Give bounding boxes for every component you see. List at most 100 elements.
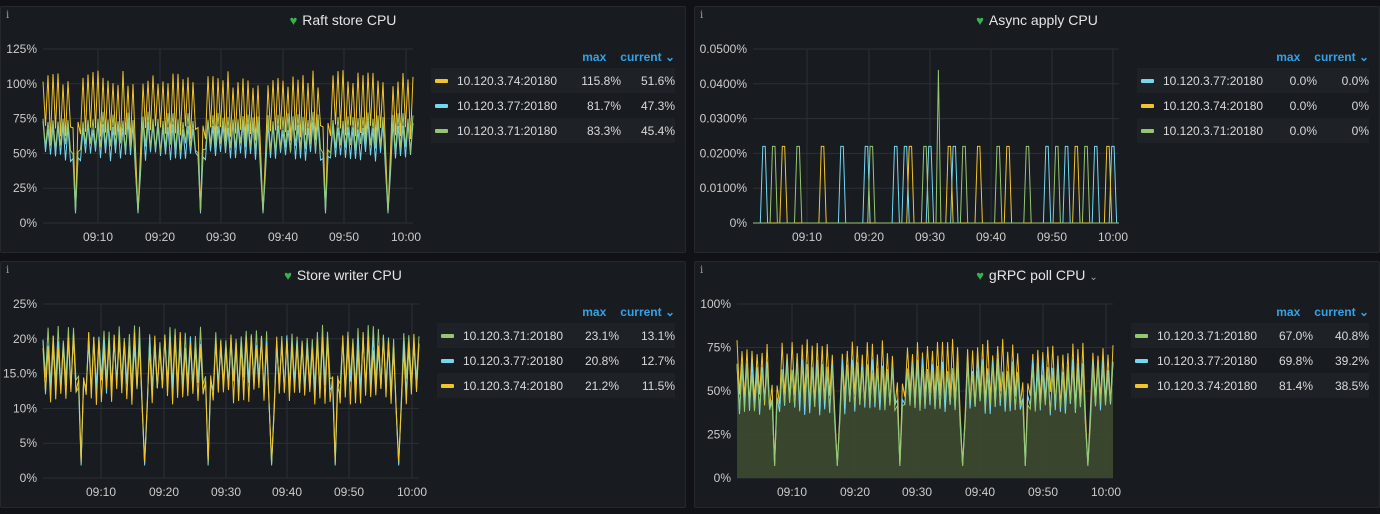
legend-sort-current[interactable]: current ⌄ xyxy=(620,50,675,64)
legend-item[interactable]: 10.120.3.77:20180 69.8% 39.2% xyxy=(1131,348,1369,373)
x-tick-label: 09:30 xyxy=(211,485,241,499)
x-tick-label: 09:20 xyxy=(854,230,884,244)
graph-area[interactable]: 0% 5% 10% 15.0% 20% 25% 09:10 09:20 09:30 09:40 09… xyxy=(1,262,687,509)
panel-title[interactable]: ♥ gRPC poll CPU ⌄ xyxy=(976,267,1098,283)
heart-icon: ♥ xyxy=(976,268,984,283)
legend-item[interactable]: 10.120.3.71:20180 67.0% 40.8% xyxy=(1131,323,1369,348)
legend-item[interactable]: 10.120.3.71:20180 83.3% 45.4% xyxy=(431,118,675,143)
series-swatch xyxy=(1141,78,1154,83)
y-tick-label: 25% xyxy=(13,297,37,311)
legend: max current ⌄ 10.120.3.71:20180 67.0% 40.8%… xyxy=(1131,301,1369,398)
y-tick-label: 10% xyxy=(13,401,37,415)
series-line-71 xyxy=(42,111,414,212)
x-tick-label: 10:00 xyxy=(1091,485,1121,499)
legend-item[interactable]: 10.120.3.71:20180 23.1% 13.1% xyxy=(437,323,675,348)
heart-icon: ♥ xyxy=(289,13,298,28)
legend-item[interactable]: 10.120.3.74:20180 21.2% 11.5% xyxy=(437,373,675,398)
y-tick-label: 0% xyxy=(714,471,732,485)
y-tick-label: 25% xyxy=(707,428,731,442)
x-tick-label: 09:50 xyxy=(334,485,364,499)
legend-item[interactable]: 10.120.3.77:20180 81.7% 47.3% xyxy=(431,93,675,118)
series-swatch xyxy=(441,358,454,363)
heart-icon: ♥ xyxy=(976,13,984,28)
legend: max current ⌄ 10.120.3.71:20180 23.1% 13.1%… xyxy=(437,301,675,398)
legend-sort-max[interactable]: max xyxy=(582,305,607,319)
x-tick-label: 09:40 xyxy=(965,485,995,499)
graph-area[interactable]: 0% 25% 50% 75% 100% 125% 09:10 09:20 09:30 09:40 0… xyxy=(1,7,687,254)
y-tick-label: 50% xyxy=(707,384,731,398)
y-tick-label: 0.0300% xyxy=(700,112,748,126)
y-tick-label: 50% xyxy=(13,146,37,160)
x-tick-label: 09:50 xyxy=(1037,230,1067,244)
panel-title[interactable]: ♥ Store writer CPU xyxy=(284,267,402,283)
legend-item[interactable]: 10.120.3.71:20180 0.0% 0% xyxy=(1137,118,1369,143)
legend-item[interactable]: 10.120.3.74:20180 0.0% 0% xyxy=(1137,93,1369,118)
legend-item[interactable]: 10.120.3.77:20180 20.8% 12.7% xyxy=(437,348,675,373)
y-tick-label: 5% xyxy=(20,436,38,450)
panel-raft-store-cpu: i ♥ Raft store CPU 0% 25% 50% 75% 100% 125% 09:… xyxy=(0,6,686,253)
legend-item[interactable]: 10.120.3.74:20180 115.8% 51.6% xyxy=(431,68,675,93)
series-line-71 xyxy=(753,69,1119,224)
x-tick-label: 09:50 xyxy=(329,230,359,244)
x-tick-label: 10:00 xyxy=(397,485,427,499)
y-tick-label: 125% xyxy=(6,42,37,56)
y-tick-label: 0% xyxy=(20,471,38,485)
legend-rows: 10.120.3.74:20180 115.8% 51.6% 10.120.3.77… xyxy=(431,68,675,143)
x-tick-label: 09:40 xyxy=(976,230,1006,244)
panel-store-writer-cpu: i ♥ Store writer CPU 0% 5% 10% 15.0% 20% 25% 09… xyxy=(0,261,686,508)
y-tick-label: 20% xyxy=(13,332,37,346)
x-tick-label: 09:20 xyxy=(840,485,870,499)
legend-sort-max[interactable]: max xyxy=(1276,50,1301,64)
legend-sort-max[interactable]: max xyxy=(582,50,607,64)
y-tick-label: 0% xyxy=(20,216,38,230)
y-tick-label: 100% xyxy=(700,297,731,311)
x-tick-label: 09:40 xyxy=(268,230,298,244)
y-tick-label: 0.0200% xyxy=(700,146,748,160)
x-tick-label: 09:30 xyxy=(206,230,236,244)
chevron-down-icon[interactable]: ⌄ xyxy=(1089,272,1098,283)
graph-area[interactable]: 0% 0.0100% 0.0200% 0.0300% 0.0400% 0.0500% 09:… xyxy=(695,7,1380,254)
series-swatch xyxy=(1135,333,1148,338)
legend-sort-max[interactable]: max xyxy=(1276,305,1301,319)
legend-sort-current[interactable]: current ⌄ xyxy=(620,305,675,319)
x-tick-label: 10:00 xyxy=(1098,230,1128,244)
series-line-77 xyxy=(42,120,414,214)
legend-rows: 10.120.3.71:20180 23.1% 13.1% 10.120.3.77:… xyxy=(437,323,675,398)
series-line-74 xyxy=(42,70,414,212)
panel-title[interactable]: ♥ Async apply CPU xyxy=(976,12,1098,28)
graph-area[interactable]: 0% 25% 50% 75% 100% 09:10 09:20 09:30 09:40 09:50… xyxy=(695,262,1380,509)
x-tick-label: 09:10 xyxy=(83,230,113,244)
y-tick-label: 0.0400% xyxy=(700,77,748,91)
series-line-74 xyxy=(42,331,420,463)
legend: max current ⌄ 10.120.3.74:20180 115.8% 51.6… xyxy=(431,46,675,143)
x-tick-label: 09:30 xyxy=(915,230,945,244)
legend-sort-current[interactable]: current ⌄ xyxy=(1314,50,1369,64)
panel-grpc-poll-cpu: i ♥ gRPC poll CPU ⌄ 0% 25% 50% 75% 100% 09:10 09… xyxy=(694,261,1380,508)
x-tick-label: 09:20 xyxy=(149,485,179,499)
legend-item[interactable]: 10.120.3.77:20180 0.0% 0.0% xyxy=(1137,68,1369,93)
series-swatch xyxy=(1135,358,1148,363)
legend: max current ⌄ 10.120.3.77:20180 0.0% 0.0% 1… xyxy=(1137,46,1369,143)
legend-rows: 10.120.3.77:20180 0.0% 0.0% 10.120.3.74:20… xyxy=(1137,68,1369,143)
info-icon[interactable]: i xyxy=(6,265,10,276)
y-tick-label: 15.0% xyxy=(3,367,37,381)
x-tick-label: 09:40 xyxy=(272,485,302,499)
legend-item[interactable]: 10.120.3.74:20180 81.4% 38.5% xyxy=(1131,373,1369,398)
x-tick-label: 09:50 xyxy=(1028,485,1058,499)
info-icon[interactable]: i xyxy=(700,10,704,21)
series-line-77 xyxy=(736,358,1114,466)
x-tick-label: 09:20 xyxy=(145,230,175,244)
legend-sort-current[interactable]: current ⌄ xyxy=(1314,305,1369,319)
series-line-71 xyxy=(736,363,1114,466)
series-swatch xyxy=(1141,103,1154,108)
x-tick-label: 09:10 xyxy=(86,485,116,499)
info-icon[interactable]: i xyxy=(6,10,10,21)
info-icon[interactable]: i xyxy=(700,265,704,276)
series-swatch xyxy=(435,103,448,108)
y-tick-label: 0.0100% xyxy=(700,181,748,195)
y-tick-label: 75% xyxy=(13,112,37,126)
panel-title[interactable]: ♥ Raft store CPU xyxy=(289,12,397,28)
x-tick-label: 09:10 xyxy=(777,485,807,499)
y-tick-label: 25% xyxy=(13,181,37,195)
y-tick-label: 100% xyxy=(6,77,37,91)
